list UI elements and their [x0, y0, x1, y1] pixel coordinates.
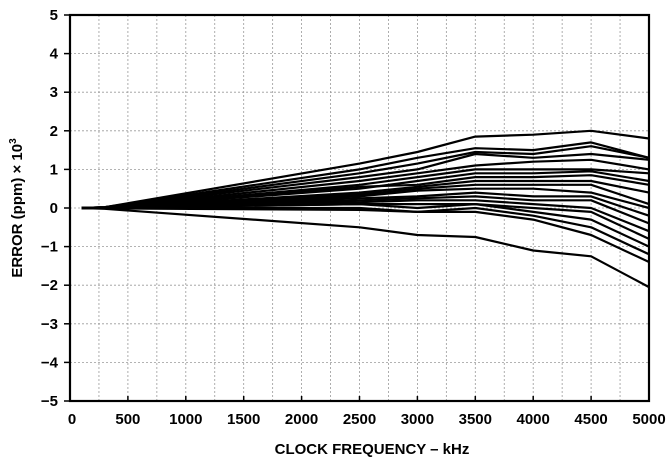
- x-tick-label: 1000: [169, 411, 202, 428]
- y-tick-label: −4: [41, 354, 59, 371]
- x-tick-label: 500: [115, 411, 140, 428]
- y-axis-title: ERROR (ppm) × 103: [8, 138, 26, 278]
- y-tick-label: −5: [41, 393, 58, 410]
- x-tick-label: 2500: [343, 411, 376, 428]
- x-tick-label: 5000: [632, 411, 665, 428]
- y-tick-label: −3: [41, 316, 58, 333]
- y-tick-label: 5: [50, 7, 58, 24]
- y-tick-label: 2: [50, 123, 58, 140]
- x-tick-label: 3000: [401, 411, 434, 428]
- x-tick-label: 0: [68, 411, 76, 428]
- series-line-18: [81, 206, 650, 263]
- series-line-19: [81, 206, 650, 289]
- x-tick-label: 2000: [285, 411, 318, 428]
- x-tick-label: 1500: [227, 411, 260, 428]
- series-lines: [81, 129, 650, 289]
- x-tick-label: 4000: [517, 411, 550, 428]
- y-tick-label: −1: [41, 239, 58, 256]
- y-axis-title-exponent: 3: [8, 138, 19, 144]
- y-tick-label: 1: [50, 161, 58, 178]
- y-tick-label: 3: [50, 84, 58, 101]
- y-axis-ticks: 5 4 3 2 1 0 −1 −2 −3 −4 −5: [41, 7, 70, 410]
- x-axis-title: CLOCK FREQUENCY – kHz: [275, 441, 470, 458]
- x-tick-label: 4500: [574, 411, 607, 428]
- y-tick-label: −2: [41, 277, 58, 294]
- x-axis-ticks: 0 500 1000 1500 2000 2500 3000 3500 4000 4500 5000: [68, 396, 666, 428]
- y-axis-title-main: ERROR (ppm) × 10: [9, 144, 26, 278]
- y-tick-label: 4: [50, 46, 59, 63]
- x-tick-label: 3500: [459, 411, 492, 428]
- y-tick-label: 0: [50, 200, 58, 217]
